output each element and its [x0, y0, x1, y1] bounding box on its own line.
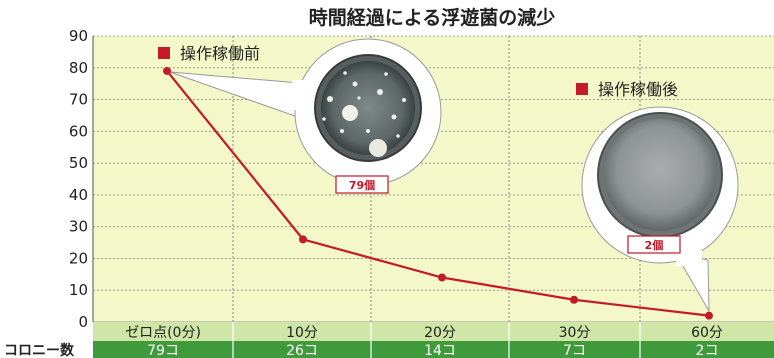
count-row — [93, 341, 774, 358]
colony — [369, 139, 387, 157]
legend-label-before: 操作稼働前 — [180, 44, 260, 63]
colony — [352, 81, 358, 87]
category-label: 20分 — [424, 325, 456, 341]
data-point — [163, 66, 171, 75]
badge-before — [335, 175, 389, 194]
y-tick-label: 20 — [69, 249, 88, 267]
legend-marker-after — [576, 83, 588, 95]
category-label: 10分 — [286, 325, 318, 341]
colony — [343, 71, 347, 75]
data-point — [705, 311, 713, 320]
y-tick-label: 0 — [78, 313, 88, 331]
colony-count-cell: 26コ — [286, 343, 318, 358]
category-label: 60分 — [691, 325, 723, 341]
badge-before-text: 79個 — [349, 178, 375, 192]
y-tick-label: 80 — [69, 59, 88, 77]
colony — [357, 96, 361, 100]
colony — [377, 89, 383, 95]
category-label: ゼロ点(0分) — [125, 325, 201, 341]
colony — [342, 105, 358, 121]
series-line — [163, 66, 713, 320]
data-point — [438, 273, 446, 282]
legend-label-after: 操作稼働後 — [598, 80, 678, 99]
colony-count-cell: 79コ — [147, 343, 179, 358]
colony — [366, 129, 370, 133]
y-tick-label: 60 — [69, 122, 88, 140]
y-tick-label: 40 — [69, 186, 88, 204]
callout-after: 2個 — [581, 106, 739, 312]
colony — [340, 129, 344, 133]
category-row — [93, 322, 774, 341]
colony — [402, 98, 406, 102]
y-axis-ticks: 0 10 20 30 40 50 60 70 80 90 — [69, 27, 88, 331]
colony — [322, 117, 326, 121]
chart-title: 時間経過による浮遊菌の減少 — [309, 6, 555, 29]
colony — [396, 134, 400, 138]
y-tick-label: 50 — [69, 154, 88, 172]
y-tick-label: 90 — [69, 27, 88, 45]
badge-after-text: 2個 — [645, 238, 664, 252]
colony — [327, 96, 333, 102]
colony-count-cell: 14コ — [424, 343, 456, 358]
data-point — [299, 235, 307, 244]
y-tick-label: 10 — [69, 281, 88, 299]
badge-after — [627, 235, 681, 254]
colony — [384, 72, 388, 76]
data-point — [570, 295, 578, 304]
table-row-label: コロニー数 — [4, 342, 75, 358]
y-tick-label: 30 — [69, 218, 88, 236]
category-table: ゼロ点(0分) 79コ 10分 26コ 20分 14コ 30分 7コ 60分 2コ コロニー数 — [4, 322, 774, 358]
legend-marker-before — [158, 47, 170, 59]
y-tick-label: 70 — [69, 91, 88, 109]
category-label: 30分 — [559, 325, 591, 341]
colony — [391, 114, 397, 120]
callout-before: 79個 — [169, 38, 442, 194]
colony-count-cell: 2コ — [696, 343, 719, 358]
colony-count-cell: 7コ — [563, 343, 586, 358]
